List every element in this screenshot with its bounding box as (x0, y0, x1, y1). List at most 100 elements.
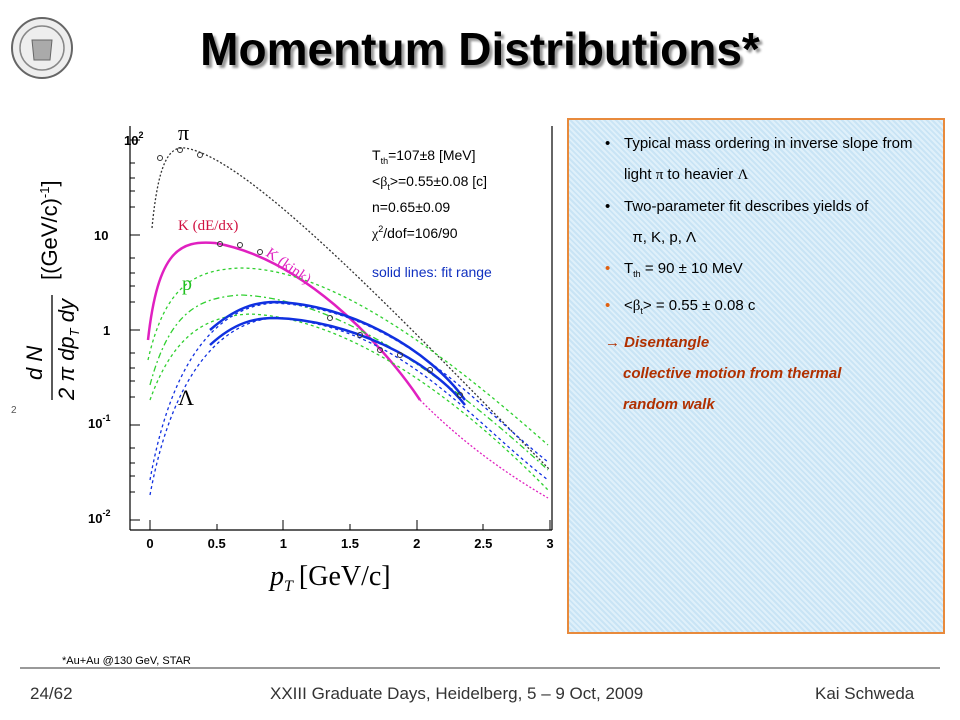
bullet: Typical mass ordering in inverse slope f… (569, 128, 943, 191)
particle-label: Λ (178, 385, 194, 410)
graphic (149, 302, 549, 481)
graphic: 2 π dp (54, 336, 79, 401)
x-label: pT [GeV/c] (268, 561, 391, 595)
graphic: 2 (378, 224, 383, 234)
graphic (377, 347, 383, 353)
graphic: 10 (124, 133, 138, 148)
particle-label: p (182, 273, 192, 295)
page-number: 24/62 (30, 684, 73, 703)
graphic: T (372, 147, 381, 163)
graphic: = 90 ± 10 MeV (640, 260, 743, 277)
graphic (19, 25, 65, 71)
graphic (149, 294, 549, 471)
graphic: >=0.55±0.08 [c] (390, 173, 487, 189)
graphic: =107±8 [MeV] (388, 147, 475, 163)
stray-mark: 2 (11, 405, 17, 416)
graphic: /dof=106/90 (383, 225, 458, 241)
y-label-unit: [(GeV/c)-1] (37, 180, 62, 280)
graphic (357, 332, 363, 338)
x-tick-label: 2.5 (474, 536, 492, 551)
y-tick-label: 10-1 (88, 413, 110, 431)
particle-label: K (dE/dx) (178, 218, 238, 234)
plot: 102 10 1 10-1 10-2 0 0.5 1 1.5 2 2.5 3 pT [GeV/… (11, 120, 555, 595)
summary-panel: Typical mass ordering in inverse slope f… (567, 118, 945, 634)
fit-param: n=0.65±0.09 (372, 199, 450, 215)
graphic (130, 139, 551, 530)
fit-note: solid lines: fit range (372, 264, 492, 280)
graphic: > = 0.55 ± 0.08 c (642, 297, 756, 314)
graphic: collective motion from thermal (623, 365, 842, 382)
graphic (151, 147, 551, 471)
graphic (237, 242, 243, 248)
x-tick-label: 0.5 (208, 536, 226, 551)
graphic (130, 162, 135, 493)
graphic: th (381, 156, 389, 166)
graphic: [(GeV/c) (37, 198, 62, 280)
graphic: χ (371, 227, 379, 242)
event-name: XXIII Graduate Days, Heidelberg, 5 – 9 O… (270, 684, 644, 703)
graphic (147, 267, 549, 446)
graphic: 10 (88, 416, 102, 431)
graphic: T (284, 578, 294, 595)
graphic: dy (54, 297, 79, 328)
graphic (177, 147, 183, 153)
graphic: [GeV/c] (299, 561, 391, 592)
footnote: *Au+Au @130 GeV, STAR (62, 655, 191, 667)
graphic: β (632, 298, 641, 314)
graphic (157, 147, 463, 398)
particle-label: π (178, 120, 189, 145)
slide-title: Momentum Distributions* (200, 23, 760, 75)
graphic (569, 120, 943, 128)
fit-param: Tth=107±8 [MeV] (372, 147, 476, 166)
y-label-denominator: 2 π dpT dy (54, 297, 82, 401)
graphic: to heavier (663, 166, 738, 183)
graphic (327, 315, 333, 321)
author: Kai Schweda (815, 684, 915, 703)
logo (11, 17, 73, 79)
graphic: Two-parameter fit describes yields of (624, 198, 869, 215)
graphic: Λ (737, 167, 749, 183)
graphic (197, 152, 203, 158)
conclusion: → Disentangle collective motion from ther… (569, 327, 943, 420)
bullet: <βt> = 0.55 ± 0.08 c (569, 290, 943, 327)
graphic: random walk (623, 396, 715, 413)
graphic: < (372, 173, 380, 189)
y-tick-label: 10 (94, 228, 108, 243)
graphic (130, 139, 551, 530)
graphic (209, 316, 466, 406)
x-tick-label: 0 (146, 536, 153, 551)
graphic: π, K, p, Λ (632, 229, 697, 246)
graphic: Typical mass ordering in inverse slope f… (624, 135, 913, 183)
graphic (157, 155, 163, 161)
graphic: p (268, 561, 284, 592)
x-tick-label: 2 (413, 536, 420, 551)
graphic: 0 0.5 1 1.5 2 2.5 3 (146, 536, 553, 551)
x-tick-label: 3 (546, 536, 553, 551)
x-tick-label: 1.5 (341, 536, 359, 551)
graphic: β (380, 175, 387, 190)
graphic (31, 39, 53, 61)
y-label-numerator: d N (22, 346, 47, 380)
bullet: Tth = 90 ± 10 MeV (569, 253, 943, 290)
bullet: Two-parameter fit describes yields of π,… (569, 191, 943, 253)
graphic: 2 (138, 130, 143, 140)
fit-param: <βt>=0.55±0.08 [c] (372, 173, 487, 192)
graphic (209, 300, 467, 401)
graphic: < (624, 297, 633, 314)
graphic: -1 (37, 187, 52, 199)
graphic (149, 317, 549, 496)
graphic: th (633, 269, 641, 279)
graphic: -1 (102, 413, 110, 423)
y-tick-label: 1 (103, 323, 110, 338)
graphic: -2 (102, 508, 110, 518)
x-tick-label: 1 (280, 536, 287, 551)
y-tick-label: 10-2 (88, 508, 110, 526)
graphic: π (655, 167, 664, 183)
graphic: ] (37, 180, 62, 186)
graphic (419, 399, 549, 499)
graphic (397, 352, 403, 358)
graphic (457, 392, 463, 398)
graphic (427, 367, 433, 373)
